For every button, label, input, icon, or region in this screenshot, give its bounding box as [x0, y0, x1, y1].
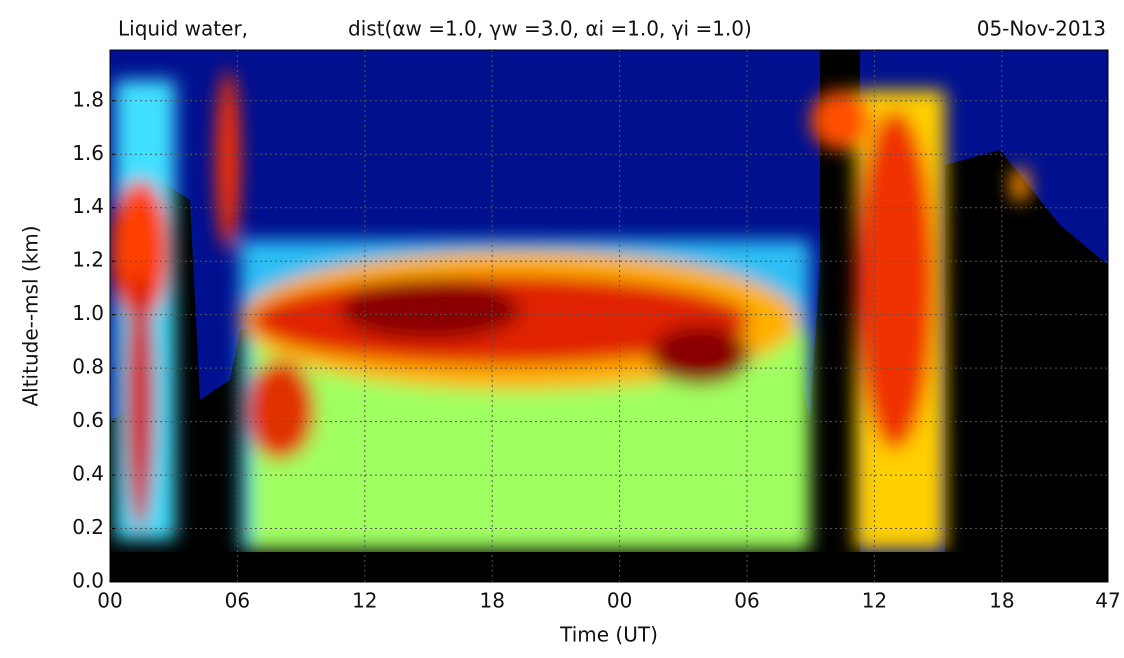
y-tick-label: 0.6	[72, 408, 104, 432]
y-tick-label: 0.4	[72, 462, 104, 486]
x-tick-label: 06	[734, 589, 759, 613]
y-tick-label: 1.8	[72, 87, 104, 111]
field-cloud	[110, 70, 1030, 550]
x-tick-label: 12	[862, 589, 887, 613]
x-axis-label: Time (UT)	[559, 623, 658, 647]
chart-subtitle: dist(αw =1.0, γw =3.0, αi =1.0, γi =1.0)	[348, 17, 752, 41]
plot-frame	[109, 49, 1109, 583]
y-tick-label: 0.8	[72, 355, 104, 379]
x-tick-label: 12	[352, 589, 377, 613]
field	[110, 50, 1108, 582]
y-tick-label: 1.6	[72, 141, 104, 165]
x-tick-label: 47	[1095, 589, 1120, 613]
field-floor	[110, 552, 1108, 582]
x-tick-label: 00	[607, 589, 632, 613]
y-tick-label: 1.4	[72, 194, 104, 218]
x-tick-label: 00	[97, 589, 122, 613]
y-tick-label: 0.0	[72, 569, 104, 593]
x-tick-label: 06	[225, 589, 250, 613]
y-tick-label: 1.2	[72, 248, 104, 272]
x-tick-label: 18	[479, 589, 504, 613]
chart-date: 05-Nov-2013	[977, 17, 1106, 41]
x-tick-label: 18	[989, 589, 1014, 613]
y-tick-label: 1.0	[72, 301, 104, 325]
y-axis-label: Altitude--msl (km)	[19, 225, 43, 406]
y-tick-label: 0.2	[72, 515, 104, 539]
chart-title: Liquid water,	[118, 17, 248, 41]
